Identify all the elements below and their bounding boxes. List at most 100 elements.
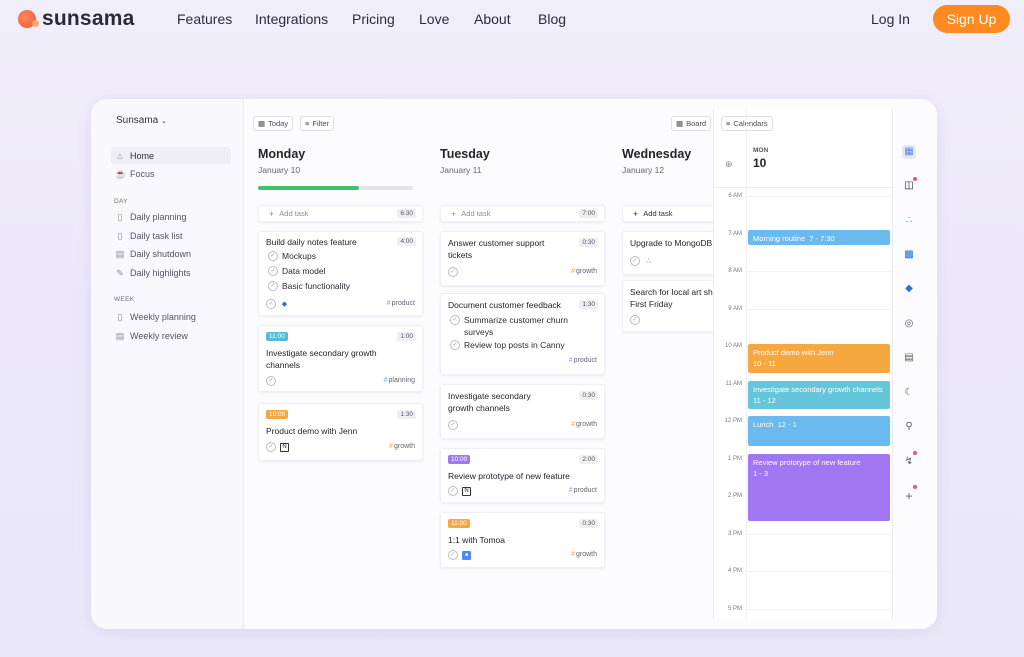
sidebar-item-daily-highlights[interactable]: ✎ Daily highlights — [111, 264, 231, 281]
zoom-icon[interactable]: ⊕ — [725, 159, 733, 169]
google-calendar-icon: ■ — [462, 551, 471, 560]
nav-link-features[interactable]: Features — [177, 11, 233, 27]
add-icon[interactable]: + — [905, 489, 913, 503]
task-title-line2: First Friday — [630, 299, 673, 309]
task-card[interactable]: 11:00 1:00 Investigate secondary growth … — [258, 325, 423, 392]
task-title: Investigate secondary growth channels — [266, 348, 377, 370]
duration-badge: 0:30 — [579, 519, 598, 528]
today-button[interactable]: ▦ Today — [253, 116, 294, 131]
moon-icon[interactable]: ☾ — [904, 387, 914, 398]
task-card[interactable]: Upgrade to MongoDB ✓ ∴ — [622, 231, 714, 275]
add-task-label: Add task — [643, 209, 673, 218]
calendar-event[interactable]: Investigate secondary growth channels 11… — [748, 381, 890, 409]
sidebar-item-weekly-review[interactable]: ▤ Weekly review — [111, 327, 231, 344]
add-task-button[interactable]: + Add task — [622, 205, 714, 222]
calendar-event[interactable]: Review prototype of new feature 1 - 3 — [748, 454, 890, 521]
nav-link-pricing[interactable]: Pricing — [352, 11, 395, 27]
calendar-event[interactable]: Morning routine 7 - 7:30 — [748, 230, 890, 245]
nav-link-love[interactable]: Love — [419, 11, 450, 27]
sidebar-item-label: Weekly review — [130, 330, 188, 341]
task-title: Build daily notes feature — [266, 237, 357, 247]
search-icon[interactable]: ⚲ — [905, 421, 913, 432]
add-task-button[interactable]: + Add task 7:00 — [440, 205, 605, 222]
trello-icon[interactable]: ▩ — [904, 249, 914, 260]
brand-logo[interactable]: sunsama — [18, 7, 134, 31]
hash-icon: # — [568, 487, 573, 494]
subtask-item[interactable]: ✓ Basic functionality — [268, 281, 350, 291]
subtask-label: Basic functionality — [282, 281, 351, 291]
task-card[interactable]: Investigate secondary growth channels 0:… — [440, 384, 605, 439]
day-column-monday: Monday January 10 + Add task 6:30 Build … — [258, 147, 423, 461]
login-link[interactable]: Log In — [871, 11, 910, 27]
complete-check-icon[interactable]: ✓ — [266, 299, 276, 309]
signup-button[interactable]: Sign Up — [933, 5, 1010, 33]
add-task-button[interactable]: + Add task 6:30 — [258, 205, 423, 222]
complete-check-icon[interactable]: ✓ — [448, 486, 458, 496]
event-title: Product demo with Jenn — [753, 348, 834, 357]
asana-icon[interactable]: ∴ — [905, 215, 913, 226]
sidebar-item-label: Daily shutdown — [130, 248, 192, 259]
channel-tag: #product — [387, 300, 415, 307]
nav-link-about[interactable]: About — [474, 11, 511, 27]
sidebar-item-daily-shutdown[interactable]: ▤ Daily shutdown — [111, 245, 231, 262]
check-circle-icon[interactable]: ✓ — [450, 315, 460, 325]
sidebar-item-home[interactable]: ⌂ Home — [111, 147, 231, 164]
board-button[interactable]: ▦ Board — [671, 116, 712, 131]
channel-tag: #product — [569, 487, 597, 494]
calendar-event[interactable]: Product demo with Jenn 10 - 11 — [748, 344, 890, 373]
tag-label: growth — [575, 421, 597, 428]
check-circle-icon[interactable]: ✓ — [450, 340, 460, 350]
home-icon: ⌂ — [117, 150, 123, 161]
task-card[interactable]: 10:00 1:30 Product demo with Jenn ✓ N #g… — [258, 403, 423, 461]
hour-label: 11 AM — [725, 380, 742, 387]
duration-badge: 0:30 — [579, 391, 598, 400]
check-circle-icon[interactable]: ✓ — [268, 266, 278, 276]
target-icon[interactable]: ◎ — [904, 318, 914, 329]
check-circle-icon[interactable]: ✓ — [268, 281, 278, 291]
task-card[interactable]: Document customer feedback 1:30 ✓ Summari… — [440, 293, 605, 375]
complete-check-icon[interactable]: ✓ — [630, 256, 640, 266]
sidebar-item-focus[interactable]: ☕ Focus — [111, 165, 231, 182]
google-calendar-icon[interactable]: ▦ — [902, 145, 916, 159]
lightning-icon[interactable]: ↯ — [904, 456, 914, 467]
task-title: Search for local art sh — [630, 287, 713, 297]
archive-icon[interactable]: ▤ — [904, 352, 914, 363]
hour-label: 1 PM — [727, 455, 742, 462]
sidebar-item-label: Home — [130, 150, 155, 161]
tag-label: growth — [393, 443, 415, 450]
top-navigation: sunsama Features Integrations Pricing Lo… — [0, 0, 1024, 40]
subtask-item[interactable]: ✓ Mockups — [268, 251, 316, 261]
notification-dot — [913, 451, 917, 455]
task-card[interactable]: 10:00 2:00 Review prototype of new featu… — [440, 448, 605, 503]
complete-check-icon[interactable]: ✓ — [630, 315, 640, 325]
complete-check-icon[interactable]: ✓ — [448, 267, 458, 277]
sidebar-item-label: Daily highlights — [130, 267, 191, 278]
subtask-item[interactable]: ✓ Data model — [268, 266, 325, 276]
sidebar-item-daily-task-list[interactable]: ▯ Daily task list — [111, 227, 231, 244]
complete-check-icon[interactable]: ✓ — [266, 442, 276, 452]
subtask-item[interactable]: ✓ Summarize customer churn surveys — [450, 314, 590, 338]
complete-check-icon[interactable]: ✓ — [448, 550, 458, 560]
task-card[interactable]: Answer customer support tickets 0:30 ✓ #… — [440, 231, 605, 286]
hour-gridline — [747, 308, 892, 310]
task-card[interactable]: Search for local art sh First Friday ✓ — [622, 280, 714, 332]
jira-icon[interactable]: ◆ — [905, 283, 913, 294]
subtask-item[interactable]: ✓ Review top posts in Canny — [450, 340, 565, 350]
task-card[interactable]: 11:00 0:30 1:1 with Tomoa ✓ ■ #growth — [440, 512, 605, 568]
nav-link-blog[interactable]: Blog — [538, 11, 567, 27]
jira-icon: ◆ — [281, 301, 288, 308]
workspace-switcher[interactable]: Sunsama ⌄ — [116, 115, 167, 126]
notion-icon[interactable]: ◫ — [904, 180, 914, 191]
complete-check-icon[interactable]: ✓ — [448, 420, 458, 430]
filter-button[interactable]: ≡ Filter — [300, 116, 335, 131]
nav-link-integrations[interactable]: Integrations — [255, 11, 329, 27]
check-circle-icon[interactable]: ✓ — [268, 251, 278, 261]
time-badge: 11:00 — [266, 332, 288, 341]
time-badge: 11:00 — [448, 519, 470, 528]
calendar-event[interactable]: Lunch 12 - 1 — [748, 416, 890, 446]
sidebar-item-weekly-planning[interactable]: ▯ Weekly planning — [111, 308, 231, 325]
complete-check-icon[interactable]: ✓ — [266, 376, 276, 386]
day-column-tuesday: Tuesday January 11 + Add task 7:00 Answe… — [440, 147, 605, 568]
sidebar-item-daily-planning[interactable]: ▯ Daily planning — [111, 208, 231, 225]
task-card[interactable]: Build daily notes feature 4:00 ✓ Mockups … — [258, 231, 423, 316]
